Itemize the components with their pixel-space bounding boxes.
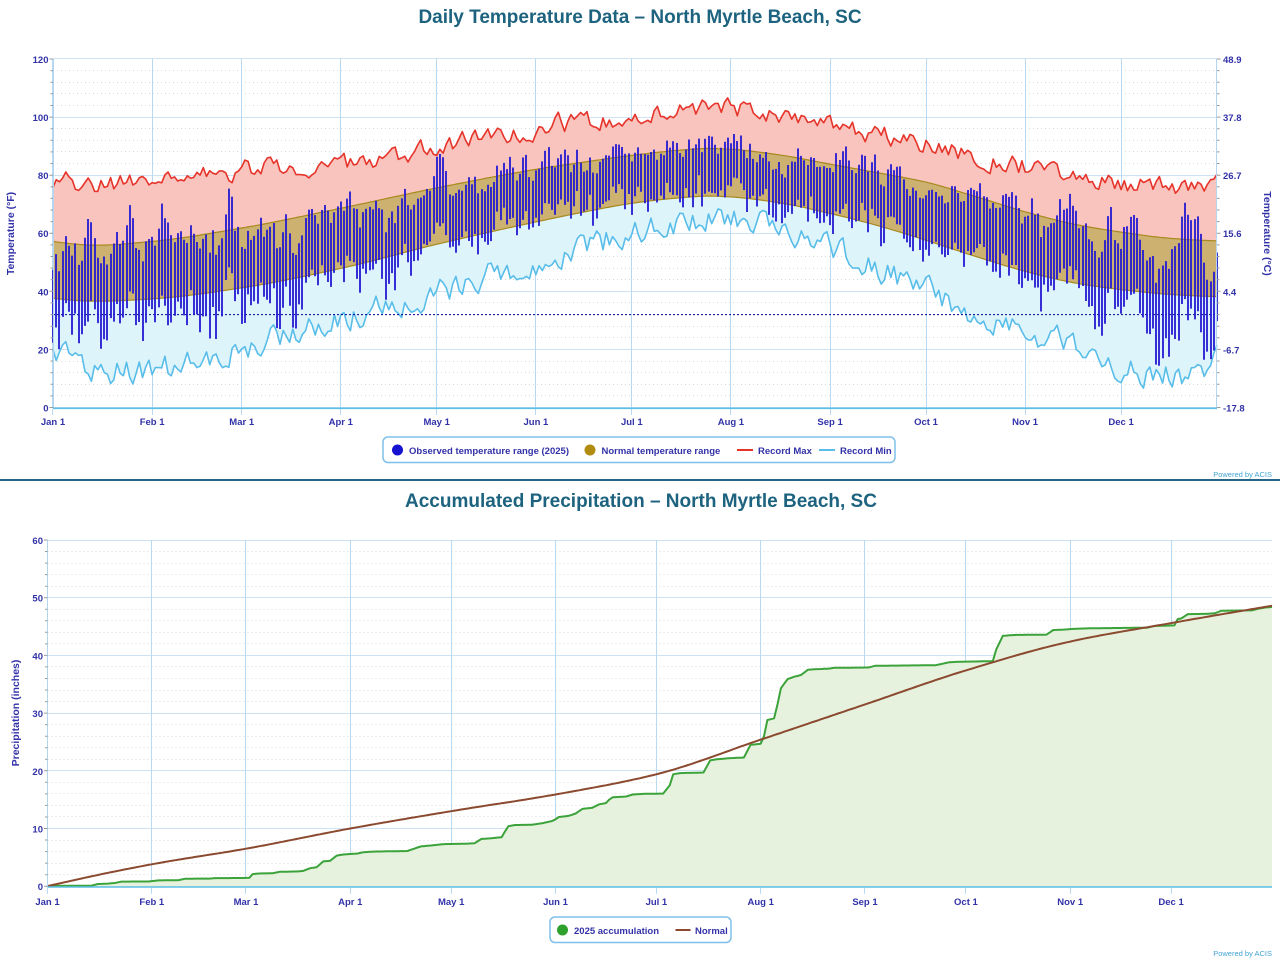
svg-text:Mar 1: Mar 1 bbox=[229, 417, 255, 428]
svg-text:Normal: Normal bbox=[695, 926, 728, 937]
svg-text:Jan 1: Jan 1 bbox=[35, 897, 60, 908]
svg-text:0: 0 bbox=[43, 404, 48, 415]
svg-text:Apr 1: Apr 1 bbox=[338, 897, 363, 908]
svg-text:48.9: 48.9 bbox=[1223, 55, 1242, 66]
svg-text:Sep 1: Sep 1 bbox=[817, 417, 843, 428]
svg-text:Sep 1: Sep 1 bbox=[852, 897, 878, 908]
svg-text:Nov 1: Nov 1 bbox=[1012, 417, 1039, 428]
svg-text:40: 40 bbox=[32, 651, 43, 662]
svg-text:2025 accumulation: 2025 accumulation bbox=[574, 926, 659, 937]
svg-text:20: 20 bbox=[32, 767, 43, 778]
svg-text:26.7: 26.7 bbox=[1223, 171, 1242, 182]
svg-text:May 1: May 1 bbox=[423, 417, 450, 428]
svg-text:120: 120 bbox=[33, 55, 49, 66]
svg-text:Record Max: Record Max bbox=[758, 446, 813, 457]
svg-text:Jul 1: Jul 1 bbox=[621, 417, 643, 428]
svg-text:-6.7: -6.7 bbox=[1223, 345, 1239, 356]
svg-text:Aug 1: Aug 1 bbox=[748, 897, 775, 908]
svg-text:80: 80 bbox=[38, 171, 49, 182]
svg-text:Jun 1: Jun 1 bbox=[523, 417, 549, 428]
svg-text:Powered by ACIS: Powered by ACIS bbox=[1213, 949, 1272, 958]
svg-text:60: 60 bbox=[32, 536, 43, 547]
svg-text:Accumulated Precipitation – No: Accumulated Precipitation – North Myrtle… bbox=[405, 491, 877, 512]
svg-text:4.4: 4.4 bbox=[1223, 287, 1237, 298]
svg-text:Temperature (°C): Temperature (°C) bbox=[1261, 191, 1273, 276]
svg-text:60: 60 bbox=[38, 229, 49, 240]
svg-text:-17.8: -17.8 bbox=[1223, 404, 1245, 415]
svg-text:37.8: 37.8 bbox=[1223, 113, 1242, 124]
svg-text:Feb 1: Feb 1 bbox=[140, 417, 166, 428]
svg-text:Dec 1: Dec 1 bbox=[1158, 897, 1184, 908]
svg-text:Temperature (°F): Temperature (°F) bbox=[5, 192, 17, 275]
svg-text:30: 30 bbox=[32, 709, 43, 720]
svg-text:Jan 1: Jan 1 bbox=[41, 417, 66, 428]
svg-text:Feb 1: Feb 1 bbox=[139, 897, 165, 908]
svg-text:Normal temperature range: Normal temperature range bbox=[602, 446, 721, 457]
svg-text:Apr 1: Apr 1 bbox=[329, 417, 354, 428]
svg-text:10: 10 bbox=[32, 825, 43, 836]
svg-text:Aug 1: Aug 1 bbox=[718, 417, 745, 428]
svg-text:40: 40 bbox=[38, 287, 49, 298]
svg-text:0: 0 bbox=[38, 882, 43, 893]
svg-text:Jul 1: Jul 1 bbox=[646, 897, 668, 908]
svg-text:Daily Temperature Data – North: Daily Temperature Data – North Myrtle Be… bbox=[418, 7, 861, 28]
svg-text:100: 100 bbox=[33, 113, 49, 124]
svg-text:Dec 1: Dec 1 bbox=[1108, 417, 1134, 428]
svg-text:20: 20 bbox=[38, 345, 49, 356]
svg-text:Oct 1: Oct 1 bbox=[954, 897, 978, 908]
svg-text:Observed temperature range (20: Observed temperature range (2025) bbox=[409, 446, 569, 457]
svg-text:Precipitation (inches): Precipitation (inches) bbox=[10, 660, 22, 767]
svg-text:15.6: 15.6 bbox=[1223, 229, 1242, 240]
svg-text:Record Min: Record Min bbox=[840, 446, 892, 457]
svg-text:Powered by ACIS: Powered by ACIS bbox=[1213, 470, 1272, 479]
svg-text:50: 50 bbox=[32, 594, 43, 605]
svg-text:Jun 1: Jun 1 bbox=[543, 897, 569, 908]
svg-text:Mar 1: Mar 1 bbox=[234, 897, 260, 908]
svg-text:Nov 1: Nov 1 bbox=[1057, 897, 1084, 908]
svg-text:Oct 1: Oct 1 bbox=[914, 417, 938, 428]
svg-text:May 1: May 1 bbox=[438, 897, 465, 908]
